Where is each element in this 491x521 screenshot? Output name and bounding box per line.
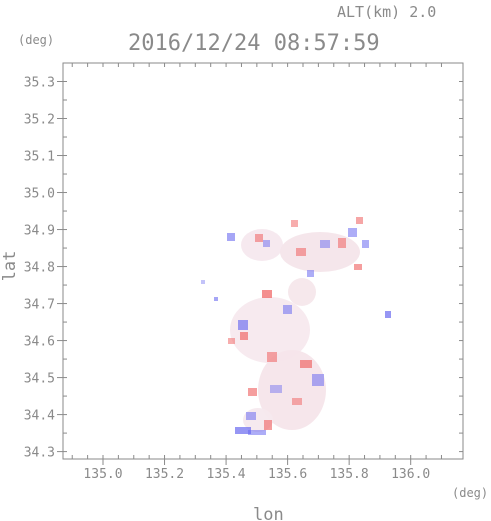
echo-positive-cell: [300, 360, 312, 368]
altitude-label: ALT(km) 2.0: [337, 3, 436, 21]
y-tick-label: 34.7: [24, 298, 55, 313]
y-tick-label: 34.9: [24, 224, 55, 239]
x-tick-label: 136.0: [391, 467, 430, 482]
x-tick-label: 135.0: [83, 467, 122, 482]
x-tick-label: 135.6: [268, 467, 307, 482]
echo-positive-cell: [354, 264, 362, 270]
echo-negative-cell: [307, 270, 314, 277]
echo-positive-cell: [292, 398, 302, 405]
y-tick-label: 35.3: [24, 76, 55, 91]
y-tick-label: 34.6: [24, 335, 55, 350]
echo-neutral-patch: [241, 229, 283, 261]
echo-negative-cell: [235, 427, 251, 434]
echo-negative-cell: [320, 240, 330, 248]
y-axis-label: lat: [0, 251, 20, 282]
echo-negative-cell: [227, 233, 235, 241]
echo-negative-cell: [248, 430, 266, 435]
y-tick-label: 34.5: [24, 372, 55, 387]
echo-positive-cell: [262, 290, 272, 298]
echo-negative-cell: [283, 305, 292, 314]
plot-frame: [62, 62, 464, 460]
echo-negative-cell: [270, 385, 282, 393]
echo-positive-cell: [240, 332, 248, 340]
echo-neutral-patch: [258, 350, 326, 430]
echo-negative-cell: [362, 240, 369, 248]
echo-neutral-patch: [288, 278, 316, 306]
echo-negative-cell: [348, 228, 357, 237]
y-tick-label: 35.0: [24, 187, 55, 202]
echo-negative-cell: [263, 240, 270, 247]
y-tick-label: 35.1: [24, 150, 55, 165]
x-axis-unit: (deg): [452, 486, 488, 500]
echo-negative-cell: [201, 280, 205, 284]
x-axis: 135.0 135.2 135.4 135.6 135.8 136.0: [71, 63, 442, 482]
echo-positive-cell: [248, 388, 257, 396]
y-tick-label: 34.3: [24, 446, 55, 461]
echo-positive-cell: [228, 338, 235, 344]
timestamp-title: 2016/12/24 08:57:59: [128, 31, 380, 56]
x-tick-label: 135.4: [207, 467, 246, 482]
echo-negative-cell: [312, 374, 324, 386]
echo-positive-cell: [291, 220, 298, 227]
echo-positive-cell: [356, 217, 363, 224]
y-tick-label: 34.8: [24, 261, 55, 276]
precipitation-echo-layer: [201, 217, 391, 435]
echo-negative-cell: [246, 412, 256, 420]
echo-positive-cell: [267, 352, 277, 362]
x-tick-label: 135.2: [145, 467, 184, 482]
echo-positive-cell: [296, 248, 306, 256]
echo-positive-cell: [264, 420, 272, 430]
echo-positive-cell: [338, 238, 346, 248]
y-axis-unit: (deg): [18, 33, 54, 47]
x-tick-label: 135.8: [330, 467, 369, 482]
x-axis-label: lon: [253, 505, 284, 521]
echo-neutral-patch: [280, 232, 360, 272]
echo-negative-cell: [385, 311, 391, 318]
y-tick-label: 35.2: [24, 113, 55, 128]
y-tick-label: 34.4: [24, 409, 55, 424]
echo-negative-cell: [214, 297, 218, 301]
y-axis: 34.3 34.4 34.5 34.6 34.7 34.8 34.9 35.0 35.1 35.2…: [24, 62, 463, 461]
echo-negative-cell: [238, 320, 248, 330]
echo-positive-cell: [255, 234, 263, 242]
